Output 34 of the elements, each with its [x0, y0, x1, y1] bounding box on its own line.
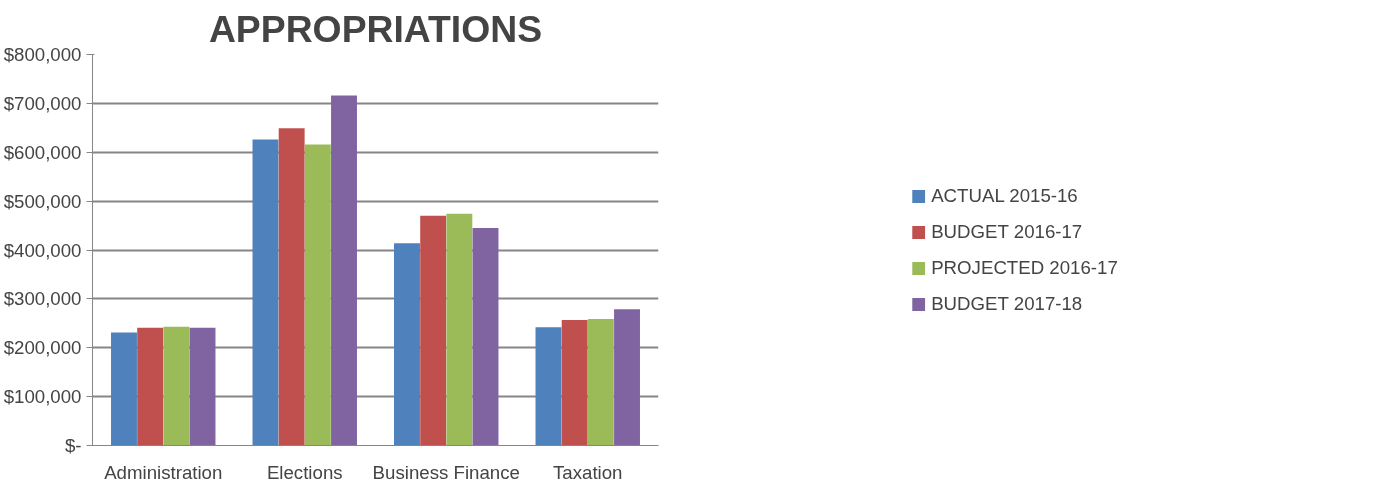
y-tick-label: $400,000: [3, 239, 82, 261]
bar: [137, 327, 164, 446]
y-tick-label: $200,000: [3, 337, 82, 359]
legend-label: BUDGET 2017-18: [931, 292, 1083, 315]
y-tick-label: $600,000: [3, 141, 82, 163]
legend-label: BUDGET 2016-17: [931, 220, 1083, 243]
y-tick-label: $500,000: [3, 190, 82, 212]
y-tick-label: $300,000: [3, 288, 82, 310]
x-tick-label: Taxation: [553, 461, 623, 483]
bar: [561, 319, 588, 446]
chart-title: APPROPRIATIONS: [208, 7, 543, 50]
bar: [535, 327, 562, 446]
bar: [472, 228, 499, 446]
bar: [278, 128, 305, 446]
bar: [420, 215, 447, 446]
x-tick-label: Business Finance: [372, 461, 520, 483]
bar: [587, 318, 614, 446]
bar: [163, 326, 190, 446]
bar: [111, 332, 137, 446]
bar: [252, 139, 279, 446]
y-tick-label: $700,000: [3, 92, 82, 114]
bar: [446, 213, 473, 446]
bar: [394, 243, 420, 446]
y-tick-label: $-: [64, 435, 82, 456]
legend-label: ACTUAL 2015-16: [931, 184, 1078, 207]
x-tick-label: Administration: [104, 461, 223, 483]
bar: [614, 309, 640, 446]
bar: [189, 327, 216, 446]
bar: [304, 144, 331, 446]
bar: [331, 95, 357, 446]
y-tick-label: $800,000: [3, 44, 82, 65]
x-tick-label: Elections: [266, 461, 343, 483]
y-tick-label: $100,000: [3, 386, 82, 408]
legend-label: PROJECTED 2016-17: [931, 256, 1118, 279]
